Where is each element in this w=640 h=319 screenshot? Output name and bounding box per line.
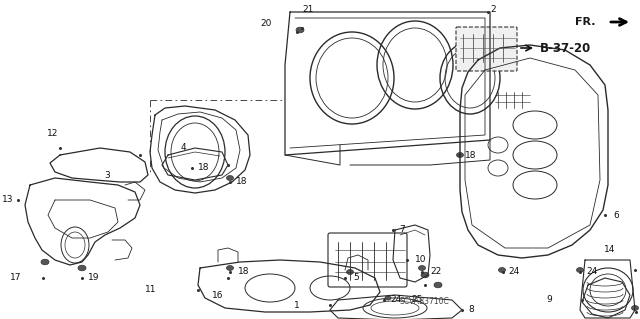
Text: 18: 18: [198, 164, 209, 173]
Text: 18: 18: [238, 268, 250, 277]
Text: 21: 21: [302, 5, 314, 14]
Text: 16: 16: [211, 292, 223, 300]
Text: 4: 4: [180, 143, 186, 152]
Text: FR.: FR.: [575, 17, 596, 27]
Ellipse shape: [385, 296, 391, 300]
Text: 18: 18: [236, 177, 248, 187]
Text: 11: 11: [145, 286, 156, 294]
Text: 3: 3: [104, 170, 110, 180]
Ellipse shape: [227, 265, 234, 271]
FancyBboxPatch shape: [456, 27, 517, 71]
Text: 10: 10: [415, 256, 426, 264]
Text: 2: 2: [490, 4, 495, 13]
Ellipse shape: [499, 268, 506, 272]
Ellipse shape: [346, 270, 353, 274]
Text: 8: 8: [468, 306, 474, 315]
Ellipse shape: [296, 27, 304, 33]
Ellipse shape: [456, 152, 463, 158]
Ellipse shape: [434, 282, 442, 288]
Text: 20: 20: [260, 19, 272, 28]
Text: 24: 24: [586, 268, 597, 277]
Text: 13: 13: [1, 196, 13, 204]
Text: 5: 5: [353, 273, 359, 283]
Text: 24: 24: [390, 295, 401, 305]
Text: 7: 7: [399, 226, 404, 234]
Text: 18: 18: [465, 151, 477, 160]
Text: 1: 1: [294, 300, 300, 309]
Text: 12: 12: [47, 130, 58, 138]
Ellipse shape: [421, 272, 429, 278]
Text: 9: 9: [547, 295, 552, 305]
FancyBboxPatch shape: [328, 233, 407, 287]
Ellipse shape: [632, 306, 639, 310]
Text: 14: 14: [604, 246, 615, 255]
Text: 25: 25: [412, 294, 423, 303]
Ellipse shape: [419, 265, 426, 271]
Ellipse shape: [227, 175, 234, 181]
Text: 22: 22: [430, 268, 441, 277]
Text: 6: 6: [613, 211, 619, 219]
Text: SCVAB3710C: SCVAB3710C: [400, 298, 450, 307]
Ellipse shape: [78, 265, 86, 271]
Ellipse shape: [41, 259, 49, 265]
Text: B-37-20: B-37-20: [540, 41, 591, 55]
Text: 17: 17: [10, 273, 21, 283]
Text: 24: 24: [508, 268, 519, 277]
Ellipse shape: [577, 268, 584, 272]
Text: 19: 19: [88, 273, 99, 283]
